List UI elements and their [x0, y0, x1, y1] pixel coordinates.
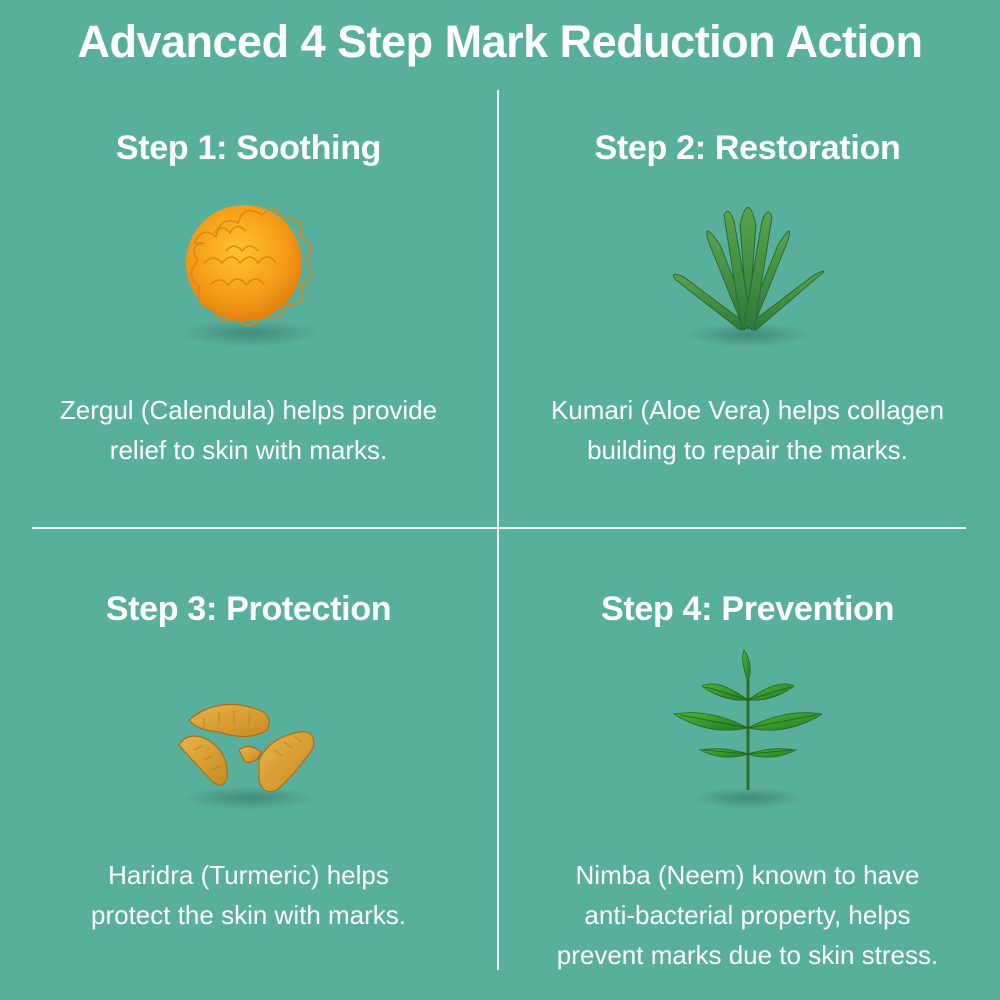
- turmeric-root-icon: [0, 650, 497, 820]
- step-4-desc-line: anti-bacterial property, helps: [584, 900, 911, 930]
- step-3-desc-line: protect the skin with marks.: [91, 900, 406, 930]
- step-1-description: Zergul (Calendula) helps provide relief …: [20, 390, 477, 470]
- neem-leaf-icon: [499, 650, 996, 820]
- step-2-desc-line: Kumari (Aloe Vera) helps collagen: [550, 395, 945, 425]
- step-2-title: Step 2: Restoration: [594, 129, 901, 167]
- step-1-title: Step 1: Soothing: [115, 129, 382, 167]
- step-3-title: Step 3: Protection: [105, 590, 392, 628]
- horizontal-divider: [32, 527, 966, 529]
- step-3-desc-line: Haridra (Turmeric) helps: [108, 860, 389, 890]
- page-title: Advanced 4 Step Mark Reduction Action: [77, 16, 923, 67]
- step-2-desc-line: building to repair the marks.: [587, 435, 908, 465]
- step-1-desc-line: Zergul (Calendula) helps provide: [59, 395, 438, 425]
- aloe-vera-icon: [499, 185, 996, 355]
- step-4-title: Step 4: Prevention: [600, 590, 895, 628]
- step-2-description: Kumari (Aloe Vera) helps collagen buildi…: [519, 390, 976, 470]
- step-4-description: Nimba (Neem) known to have anti-bacteria…: [519, 855, 976, 975]
- marigold-flower-icon: [0, 185, 497, 355]
- step-1-desc-line: relief to skin with marks.: [109, 435, 388, 465]
- step-4-desc-line: Nimba (Neem) known to have: [575, 860, 920, 890]
- vertical-divider: [497, 90, 499, 970]
- step-4-desc-line: prevent marks due to skin stress.: [556, 940, 939, 970]
- step-3-description: Haridra (Turmeric) helps protect the ski…: [20, 855, 477, 935]
